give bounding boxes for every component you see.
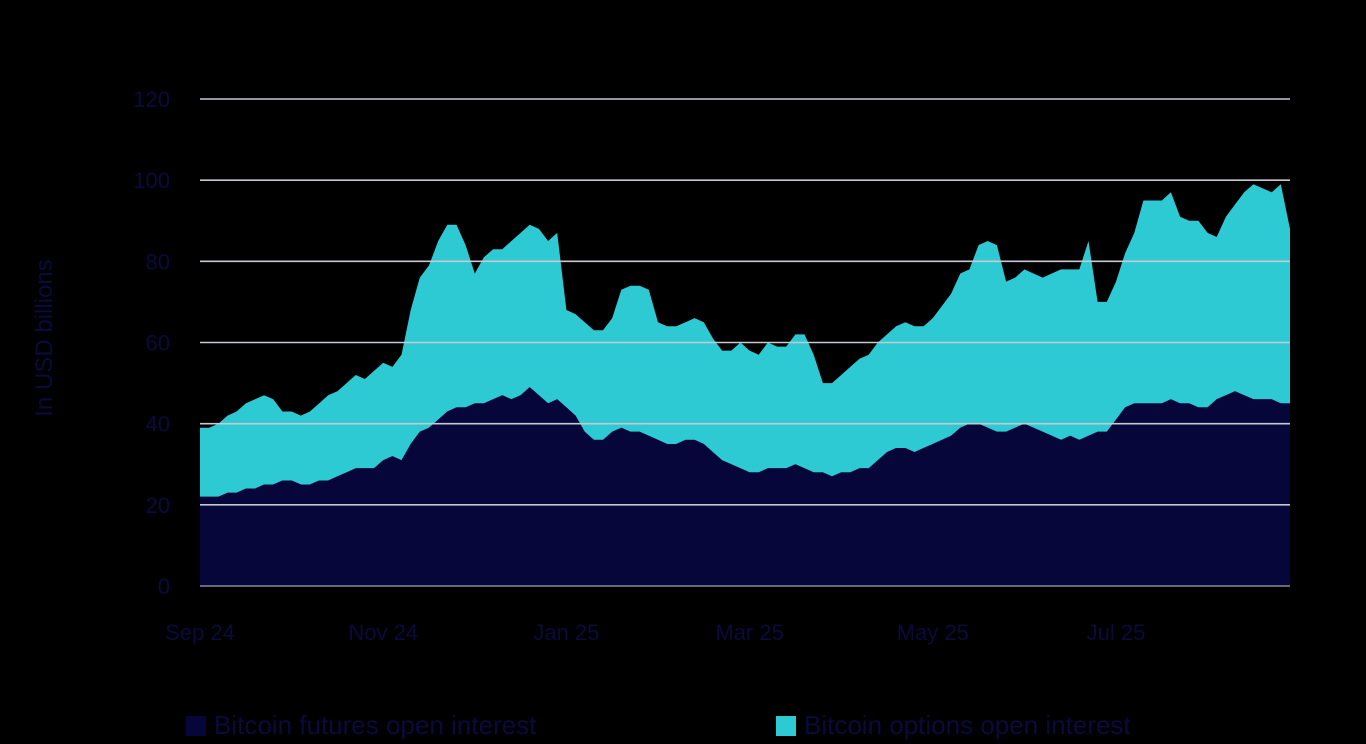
area-series [200, 184, 1290, 586]
y-tick-label-120: 120 [133, 87, 170, 112]
x-tick-label-4: May 25 [897, 620, 969, 645]
x-tick-label-1: Nov 24 [348, 620, 418, 645]
legend-item-futures: Bitcoin futures open interest [186, 710, 536, 741]
x-tick-label-0: Sep 24 [165, 620, 235, 645]
axis-tick-labels: 0 20 40 60 80 100 120 Sep 24 Nov 24 Jan 25 Mar 25 M… [133, 87, 1145, 645]
y-tick-label-0: 0 [158, 574, 170, 599]
chart-canvas: 0 20 40 60 80 100 120 Sep 24 Nov 24 Jan 25 Mar 25 M… [31, 87, 1290, 645]
area-options-open-interest [200, 184, 1290, 497]
x-tick-label-2: Jan 25 [533, 620, 599, 645]
gridlines [200, 98, 1290, 587]
y-tick-label-60: 60 [146, 331, 170, 356]
area-futures-open-interest [200, 387, 1290, 586]
legend-label-options: Bitcoin options open interest [804, 710, 1131, 740]
y-tick-label-40: 40 [146, 412, 170, 437]
legend-item-options: Bitcoin options open interest [776, 710, 1131, 741]
legend-label-futures: Bitcoin futures open interest [214, 710, 537, 740]
x-tick-label-5: Jul 25 [1087, 620, 1146, 645]
y-tick-label-100: 100 [133, 168, 170, 193]
legend-swatch-futures [186, 715, 206, 736]
x-tick-label-3: Mar 25 [715, 620, 783, 645]
legend: Bitcoin futures open interest Bitcoin op… [0, 708, 1366, 744]
y-axis-title: In USD billions [31, 259, 58, 416]
y-tick-label-80: 80 [146, 249, 170, 274]
y-tick-label-20: 20 [146, 493, 170, 518]
legend-swatch-options [776, 715, 796, 736]
